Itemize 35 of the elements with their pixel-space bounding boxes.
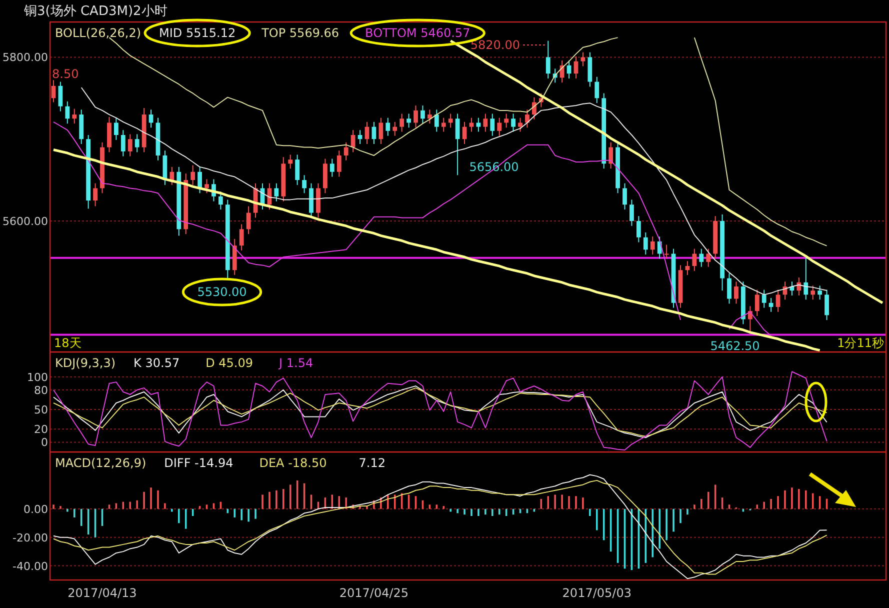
text: MID 5515.12 bbox=[159, 26, 236, 40]
y-tick-label: 0 bbox=[41, 436, 48, 450]
y-tick-label: 5800.00 bbox=[2, 51, 48, 64]
y-tick-label: 50 bbox=[34, 404, 48, 417]
y-tick-label: 100 bbox=[27, 370, 48, 384]
line-series bbox=[449, 40, 884, 304]
y-tick-label: -20.00 bbox=[12, 531, 48, 544]
annotation: 1分11秒 bbox=[837, 336, 884, 350]
legend-title: MACD(12,26,9) bbox=[55, 456, 146, 470]
y-tick-label: 80 bbox=[34, 384, 48, 397]
line-series bbox=[52, 148, 822, 352]
text: D 45.09 bbox=[206, 356, 254, 370]
text: TOP 5569.66 bbox=[260, 26, 340, 40]
chart-title: 铜3(场外 CAD3M)2小时 bbox=[23, 4, 168, 19]
y-tick-label: -40.00 bbox=[12, 560, 48, 573]
annotation: 18天 bbox=[54, 336, 82, 350]
legend-title: KDJ(9,3,3) bbox=[55, 356, 116, 370]
series-label: J 1.54 bbox=[278, 356, 314, 370]
text: DEA -18.50 bbox=[259, 456, 327, 470]
line-series bbox=[52, 371, 828, 451]
legend-title: BOLL(26,26,2) bbox=[55, 26, 142, 40]
x-tick-label: 2017/04/25 bbox=[339, 586, 409, 600]
annotation: 7.12 bbox=[358, 456, 386, 470]
y-tick-label: 5600.00 bbox=[2, 214, 48, 228]
x-tick-label: 2017/04/13 bbox=[68, 586, 137, 600]
y-tick-label: 0.00 bbox=[24, 502, 48, 516]
x-tick-label: 2017/05/03 bbox=[562, 586, 632, 600]
annotation: 5820.00 bbox=[470, 38, 520, 52]
text: K 30.57 bbox=[134, 356, 180, 370]
annotation: 5530.00 bbox=[197, 285, 247, 299]
y-tick-label: 20 bbox=[34, 423, 48, 436]
annotation: 5462.50 bbox=[710, 339, 760, 353]
annotation: 8.50 bbox=[52, 67, 79, 81]
text: DIFF -14.94 bbox=[164, 456, 234, 470]
text: BOTTOM 5460.57 bbox=[365, 26, 470, 40]
